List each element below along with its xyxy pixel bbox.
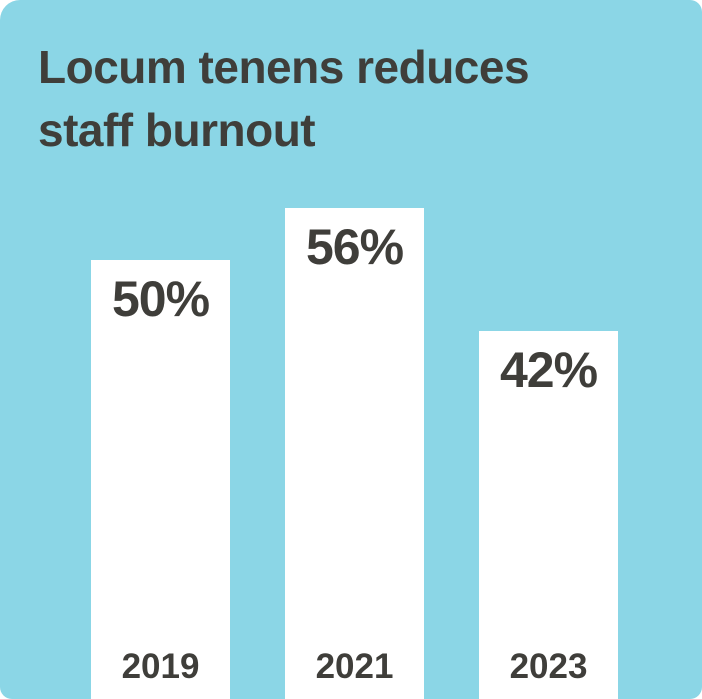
bar-value-label-2023: 42% [499, 342, 598, 398]
chart-title-line-1: Locum tenens reduces [38, 41, 530, 93]
bar-2021: 56% 2021 [285, 208, 424, 699]
bar-category-label-2019: 2019 [121, 647, 200, 686]
bar-value-label-2019: 50% [111, 271, 210, 327]
chart-title-line-2: staff burnout [38, 104, 316, 156]
chart-title: Locum tenens reduces staff burnout [38, 36, 530, 162]
bar-category-label-2023: 2023 [509, 647, 588, 686]
bar-category-label-2021: 2021 [315, 647, 394, 686]
bar-2019: 50% 2019 [91, 260, 230, 699]
bar-value-label-2021: 56% [305, 219, 404, 275]
bar-2023: 42% 2023 [479, 331, 618, 699]
